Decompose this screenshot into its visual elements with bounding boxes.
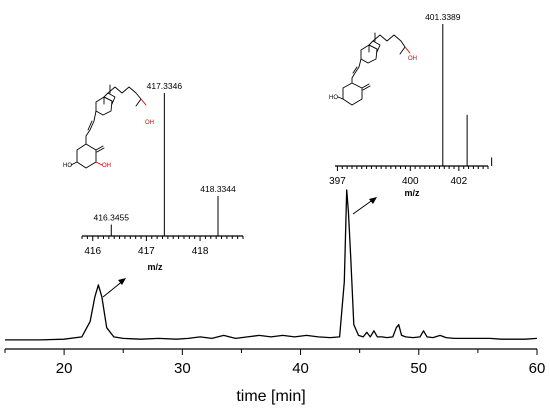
structure-right-double bbox=[352, 66, 358, 74]
structure-left-oh-bond bbox=[140, 98, 147, 106]
ms-peak-label: 417.3346 bbox=[147, 81, 183, 91]
structure-right-exo2 bbox=[362, 85, 371, 91]
ms-tick-label: 418 bbox=[192, 246, 209, 257]
ms-tick-label: 397 bbox=[329, 176, 346, 187]
ms-left-peaks: 416.3455 417.3346 418.3344 bbox=[94, 81, 236, 236]
ms-right-ticks: 397 400 402 bbox=[329, 166, 489, 187]
structure-left-linker bbox=[85, 110, 97, 145]
structure-right-ho-bond bbox=[337, 96, 344, 100]
structure-right-oh-bond bbox=[404, 46, 411, 54]
ms-right-peaks: 401.3389 bbox=[425, 12, 493, 166]
main-tick-label: 50 bbox=[410, 360, 427, 377]
structure-right-oh-chain: OH bbox=[408, 56, 417, 62]
ms-tick-label: 402 bbox=[451, 176, 468, 187]
main-tick-label: 20 bbox=[56, 360, 73, 377]
structure-left-ring-d bbox=[103, 92, 116, 105]
structure-left-ring-a bbox=[76, 143, 97, 169]
chromatogram-trace bbox=[5, 189, 538, 341]
main-chromatogram: 20 30 40 50 60 time [min] bbox=[4, 189, 546, 405]
structure-right-exo bbox=[361, 83, 370, 89]
structure-left-oh-ring-bond bbox=[95, 161, 103, 166]
ms-tick-label: 416 bbox=[84, 246, 101, 257]
mass-spectrum-left: 416 417 418 416.3455 417.3346 418.3344 m/z bbox=[81, 81, 244, 272]
structure-left-exo bbox=[95, 145, 104, 151]
ms-tick-label: 417 bbox=[138, 246, 155, 257]
structure-right-branch bbox=[399, 46, 406, 55]
structure-left-chain bbox=[107, 86, 142, 100]
structure-left-exo2 bbox=[96, 147, 105, 153]
structure-right-ring-d bbox=[368, 40, 381, 53]
ms-right-x-label: m/z bbox=[404, 188, 420, 198]
ms-peak-label: 416.3455 bbox=[94, 213, 130, 223]
structure-right-ring-a bbox=[342, 82, 363, 106]
structure-left-ho-bond bbox=[70, 161, 78, 166]
mass-spectrum-right: 397 400 402 401.3389 m/z bbox=[329, 12, 493, 198]
ms-peak-label: 401.3389 bbox=[425, 12, 461, 22]
main-tick-label: 40 bbox=[292, 360, 309, 377]
main-x-ticks: 20 30 40 50 60 bbox=[4, 349, 546, 377]
ms-tick-label: 400 bbox=[402, 176, 419, 187]
main-x-axis-label: time [min] bbox=[236, 388, 305, 405]
arrow-head-1 bbox=[118, 278, 126, 285]
structure-right-chain bbox=[372, 34, 406, 48]
structure-left-oh-ring: OH bbox=[102, 163, 111, 169]
structure-left-branch bbox=[135, 98, 142, 107]
ms-left-x-label: m/z bbox=[147, 262, 163, 272]
main-tick-label: 60 bbox=[529, 360, 546, 377]
structure-left: OH HO OH bbox=[63, 84, 154, 169]
arrow-head-2 bbox=[369, 197, 377, 204]
structure-right-linker bbox=[351, 58, 362, 84]
structure-right-ho: HO bbox=[329, 95, 338, 101]
structure-left-double bbox=[87, 120, 93, 131]
main-tick-label: 30 bbox=[174, 360, 191, 377]
structure-right: OH HO bbox=[329, 32, 417, 106]
structure-left-oh-chain: OH bbox=[145, 120, 154, 126]
structure-left-ho: HO bbox=[63, 163, 72, 169]
arrow-peak-2 bbox=[352, 198, 375, 215]
peak-arrows bbox=[102, 197, 377, 298]
ms-left-ticks: 416 417 418 bbox=[81, 236, 244, 257]
ms-peak-label: 418.3344 bbox=[200, 184, 236, 194]
